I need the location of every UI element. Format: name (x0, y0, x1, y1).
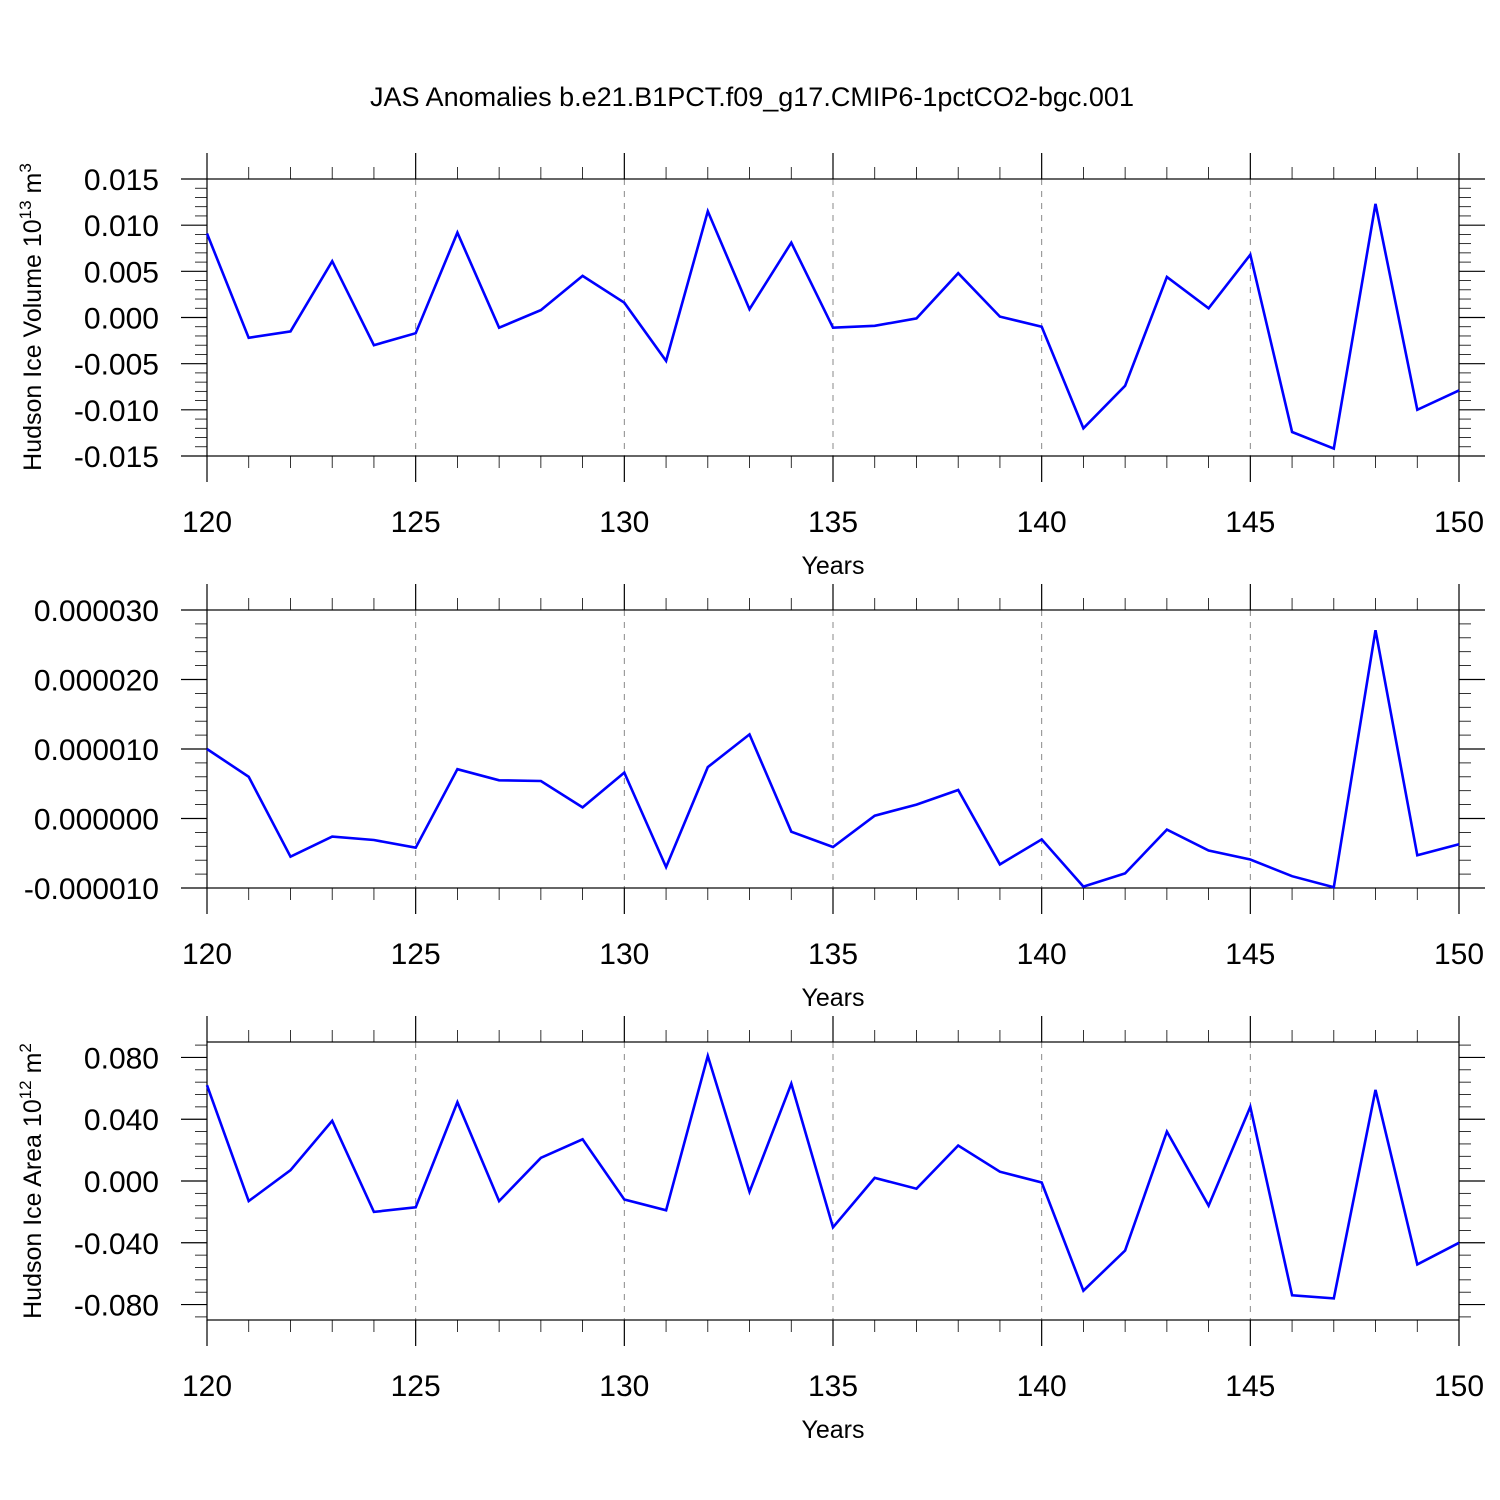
x-tick-label: 130 (599, 1370, 649, 1403)
x-axis-label-ice-area: Years (801, 1416, 864, 1444)
y-tick-label: 0.000000 (34, 804, 159, 837)
x-axis-label-ice-volume: Years (801, 552, 864, 580)
y-axis-label-exponent: 13 (16, 200, 35, 219)
y-tick-label: 0.000010 (34, 734, 159, 767)
y-tick-label: 0.000020 (34, 665, 159, 698)
x-tick-label: 135 (808, 506, 858, 539)
y-tick-label: -0.000010 (24, 873, 159, 906)
y-axis-label-unit: m (19, 1053, 47, 1081)
x-tick-label: 120 (182, 506, 232, 539)
y-tick-label: -0.010 (74, 395, 159, 428)
y-tick-label: -0.080 (74, 1290, 159, 1323)
x-tick-label: 125 (391, 506, 441, 539)
series-line (205, 203, 1460, 451)
y-tick-label: 0.000 (84, 1166, 159, 1199)
x-tick-label: 140 (1017, 506, 1067, 539)
y-axis-label-unit-exponent: 3 (16, 163, 35, 172)
x-tick-label: 140 (1017, 1370, 1067, 1403)
y-axis-label-unit: m (19, 173, 47, 201)
y-tick-label: 0.000030 (34, 595, 159, 628)
y-tick-label: 0.040 (84, 1104, 159, 1137)
x-tick-label: 120 (182, 938, 232, 971)
x-axis-label-middle: Years (801, 984, 864, 1012)
x-tick-label: 145 (1225, 1370, 1275, 1403)
y-tick-label: -0.015 (74, 441, 159, 474)
y-tick-label: 0.080 (84, 1042, 159, 1075)
x-tick-label: 130 (599, 506, 649, 539)
y-tick-label: -0.005 (74, 349, 159, 382)
x-tick-label: 150 (1434, 1370, 1484, 1403)
x-tick-label: 135 (808, 1370, 858, 1403)
y-axis-label-ice-area: Hudson Ice Area 1012 m2 (16, 1043, 47, 1319)
panel-middle: Years 120 125 130 135 140 145 150 -0.000010 0.00… (24, 584, 1485, 1012)
x-tick-label: 145 (1225, 938, 1275, 971)
y-tick-label: 0.000 (84, 303, 159, 336)
y-axis-label-text: Hudson Ice Area 10 (19, 1099, 47, 1319)
y-tick-label: 0.010 (84, 210, 159, 243)
x-tick-label: 145 (1225, 506, 1275, 539)
x-tick-label: 150 (1434, 506, 1484, 539)
x-tick-label: 150 (1434, 938, 1484, 971)
y-axis-label-exponent: 12 (16, 1080, 35, 1099)
figure-title: JAS Anomalies b.e21.B1PCT.f09_g17.CMIP6-… (370, 82, 1134, 112)
x-tick-label: 125 (391, 938, 441, 971)
y-axis-label-ice-volume: Hudson Ice Volume 1013 m3 (16, 163, 47, 471)
x-tick-label: 135 (808, 938, 858, 971)
panel-ice-volume: Hudson Ice Volume 1013 m3 Years 120 125 13… (16, 153, 1485, 580)
panel-ice-area: Hudson Ice Area 1012 m2 Years 120 125 130 1… (16, 1016, 1485, 1444)
series-line (206, 629, 1460, 889)
x-tick-label: 130 (599, 938, 649, 971)
x-tick-label: 120 (182, 1370, 232, 1403)
y-tick-label: 0.005 (84, 256, 159, 289)
series-line (205, 1051, 1460, 1300)
y-axis-label-unit-exponent: 2 (16, 1043, 35, 1052)
x-tick-label: 140 (1017, 938, 1067, 971)
y-tick-label: -0.040 (74, 1228, 159, 1261)
y-tick-label: 0.015 (84, 164, 159, 197)
x-tick-label: 125 (391, 1370, 441, 1403)
y-axis-label-text: Hudson Ice Volume 10 (19, 219, 47, 471)
